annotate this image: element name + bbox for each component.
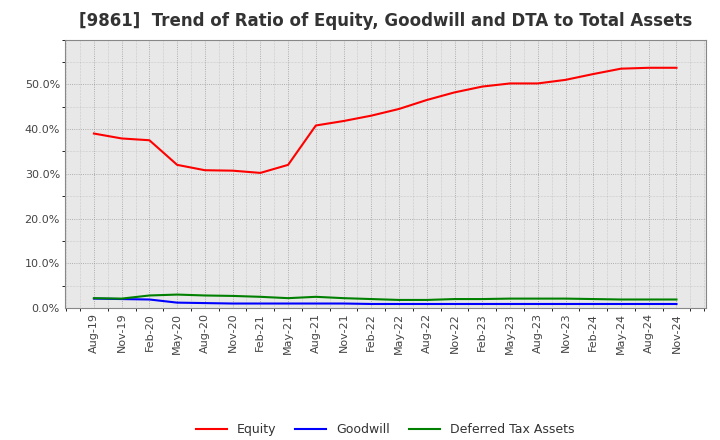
Deferred Tax Assets: [450, 297, 459, 302]
Deferred Tax Assets: [201, 293, 210, 298]
Deferred Tax Assets: [173, 292, 181, 297]
Deferred Tax Assets: [561, 296, 570, 301]
Goodwill: [561, 301, 570, 307]
Deferred Tax Assets: [478, 297, 487, 302]
Equity: [450, 90, 459, 95]
Equity: [117, 136, 126, 141]
Deferred Tax Assets: [616, 297, 625, 302]
Deferred Tax Assets: [644, 297, 653, 302]
Equity: [89, 131, 98, 136]
Equity: [173, 162, 181, 168]
Equity: [534, 81, 542, 86]
Goodwill: [505, 301, 514, 307]
Goodwill: [367, 301, 376, 307]
Goodwill: [423, 301, 431, 307]
Goodwill: [145, 297, 154, 302]
Equity: [395, 106, 403, 112]
Deferred Tax Assets: [505, 296, 514, 301]
Goodwill: [173, 300, 181, 305]
Goodwill: [450, 301, 459, 307]
Equity: [201, 168, 210, 173]
Equity: [145, 138, 154, 143]
Equity: [423, 97, 431, 103]
Equity: [284, 162, 292, 168]
Equity: [589, 71, 598, 77]
Equity: [672, 65, 681, 70]
Goodwill: [339, 301, 348, 306]
Line: Equity: Equity: [94, 68, 677, 173]
Title: [9861]  Trend of Ratio of Equity, Goodwill and DTA to Total Assets: [9861] Trend of Ratio of Equity, Goodwil…: [78, 12, 692, 30]
Goodwill: [228, 301, 237, 306]
Goodwill: [395, 301, 403, 307]
Deferred Tax Assets: [89, 296, 98, 301]
Goodwill: [284, 301, 292, 306]
Equity: [505, 81, 514, 86]
Deferred Tax Assets: [256, 294, 265, 300]
Goodwill: [672, 301, 681, 307]
Deferred Tax Assets: [339, 296, 348, 301]
Deferred Tax Assets: [534, 296, 542, 301]
Goodwill: [534, 301, 542, 307]
Goodwill: [89, 296, 98, 301]
Equity: [312, 123, 320, 128]
Equity: [256, 170, 265, 176]
Equity: [367, 113, 376, 118]
Deferred Tax Assets: [367, 297, 376, 302]
Goodwill: [478, 301, 487, 307]
Legend: Equity, Goodwill, Deferred Tax Assets: Equity, Goodwill, Deferred Tax Assets: [191, 418, 580, 440]
Deferred Tax Assets: [284, 296, 292, 301]
Deferred Tax Assets: [395, 297, 403, 303]
Goodwill: [616, 301, 625, 307]
Goodwill: [644, 301, 653, 307]
Deferred Tax Assets: [117, 296, 126, 301]
Goodwill: [117, 297, 126, 302]
Goodwill: [256, 301, 265, 306]
Deferred Tax Assets: [312, 294, 320, 300]
Line: Goodwill: Goodwill: [94, 299, 677, 304]
Equity: [616, 66, 625, 71]
Deferred Tax Assets: [423, 297, 431, 303]
Equity: [228, 168, 237, 173]
Equity: [561, 77, 570, 82]
Equity: [478, 84, 487, 89]
Deferred Tax Assets: [672, 297, 681, 302]
Goodwill: [201, 301, 210, 306]
Line: Deferred Tax Assets: Deferred Tax Assets: [94, 295, 677, 300]
Goodwill: [589, 301, 598, 307]
Deferred Tax Assets: [228, 293, 237, 299]
Deferred Tax Assets: [145, 293, 154, 298]
Deferred Tax Assets: [589, 297, 598, 302]
Equity: [644, 65, 653, 70]
Goodwill: [312, 301, 320, 306]
Equity: [339, 118, 348, 124]
